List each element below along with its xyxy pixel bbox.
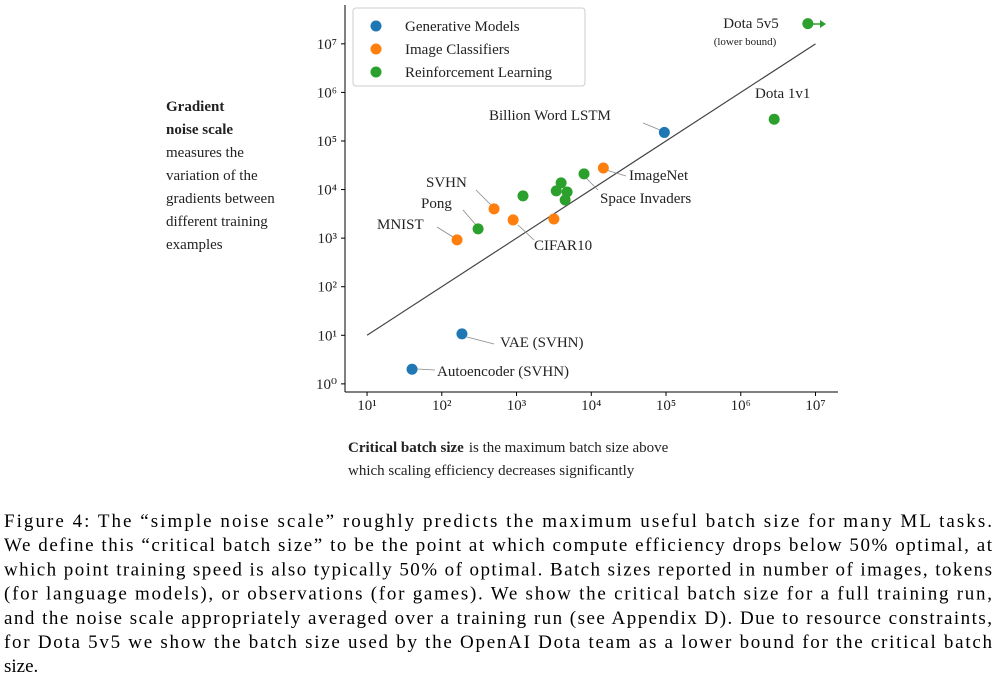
point [658,126,670,138]
point [802,18,814,30]
leader-line [475,189,492,206]
x-label-text: is the maximum batch size above [469,440,669,456]
caption-line: Figure 4: The “simple noise scale” rough… [4,511,992,532]
y-label-text: measures the [166,145,244,161]
y-tick-label: 10⁵ [317,134,337,150]
y-tick-label: 10⁶ [317,85,337,101]
arrow-head [820,20,826,28]
legend-box [352,7,586,87]
y-tick-label: 10⁰ [316,377,337,393]
annotation: Autoencoder (SVHN) [437,364,569,380]
leader-line [605,169,627,177]
point [406,363,418,375]
y-tick-label: 10¹ [318,328,338,344]
x-tick-label: 10⁷ [805,398,825,414]
y-tick-label: 10³ [318,231,338,247]
point [548,213,560,225]
annotation: Billion Word LSTM [489,108,611,124]
x-tick-label: 10¹ [357,398,377,414]
x-tick-label: 10⁵ [656,398,676,414]
x-tick-label: 10² [432,398,452,414]
point [507,214,519,226]
y-label-title: Gradient [166,99,224,115]
annotation: SVHN [426,175,467,191]
x-label-title: Critical batch size [348,440,464,456]
y-label-title: noise scale [166,122,233,138]
y-tick-label: 10⁴ [317,183,337,199]
trend-line [366,43,816,336]
legend-label: Image Classifiers [405,42,510,58]
caption-line: We define this “critical batch size” to … [4,535,993,556]
point [550,185,562,197]
x-label-text: which scaling efficiency decreases signi… [348,463,635,479]
caption-line: (for language models), or observations (… [4,584,992,605]
x-tick-label: 10³ [507,398,527,414]
leader-line [642,122,661,131]
annotation: CIFAR10 [534,238,592,254]
annotation: Pong [421,196,452,212]
x-label: Critical batch size is the maximum batch … [348,440,669,456]
leader-line [416,368,436,371]
point [472,223,484,235]
legend-marker [370,43,382,55]
x-tick-label: 10⁶ [731,398,751,414]
legend-marker [370,20,382,32]
point [597,162,609,174]
leader-line [436,226,454,238]
caption-line: and the noise scale appropriately averag… [4,608,992,629]
point [555,177,567,189]
y-tick-label: 10⁷ [317,37,337,53]
leader-line [466,336,495,345]
y-label-text: variation of the [166,168,258,184]
annotation: (lower bound) [714,36,777,48]
annotation: MNIST [377,217,424,233]
y-label-text: examples [166,237,223,253]
annotation: Dota 1v1 [755,86,810,102]
annotation: ImageNet [629,168,689,184]
leader-line [462,209,477,226]
point [488,203,500,215]
leader-line [517,224,535,241]
caption-line: for Dota 5v5 we show the batch size used… [4,632,993,653]
caption-line: size. [4,656,38,677]
point [559,194,571,206]
legend-label: Reinforcement Learning [405,65,553,81]
point [451,234,463,246]
x-tick-label: 10⁴ [581,398,601,414]
annotation: VAE (SVHN) [500,335,583,351]
leader-line [585,177,599,191]
annotation: Space Invaders [600,191,691,207]
y-label-text: different training [166,214,268,230]
y-label-text: gradients between [166,191,275,207]
legend-marker [370,66,382,78]
y-tick-label: 10² [318,280,338,296]
point [456,328,468,340]
point [517,190,529,202]
caption-line: which point training speed is also typic… [4,559,992,580]
point [768,113,780,125]
point [578,168,590,180]
legend-label: Generative Models [405,19,520,35]
annotation: Dota 5v5 [723,16,778,32]
